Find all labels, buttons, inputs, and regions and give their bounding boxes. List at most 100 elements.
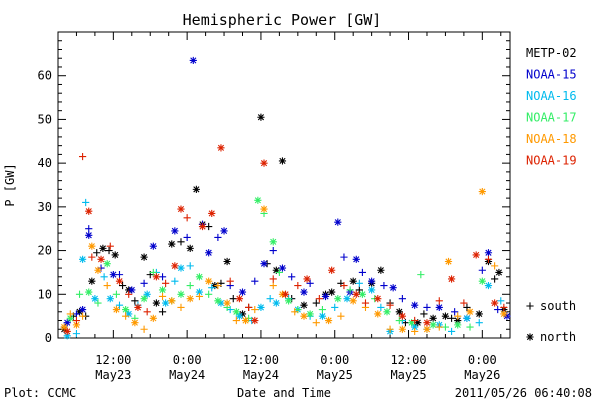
data-point-south: [162, 279, 170, 287]
data-points: [60, 56, 511, 340]
data-point-south: [85, 225, 93, 233]
data-point-north: [99, 244, 107, 252]
data-point-north: [441, 312, 450, 320]
data-point-north: [334, 218, 342, 226]
data-point-south: [149, 268, 157, 277]
y-tick-label: 10: [38, 287, 52, 301]
marker-legend-label: north: [540, 330, 576, 344]
data-point-south: [195, 292, 204, 301]
data-point-north: [321, 292, 330, 301]
legend-entry: NOAA-18: [526, 132, 577, 146]
data-point-north: [109, 271, 117, 279]
data-point-south: [72, 330, 81, 338]
legend: METP-02 NOAA-15 NOAA-16 NOAA-17 NOAA-18 NOAA-…: [526, 46, 577, 168]
data-point-south: [186, 281, 194, 290]
data-point-south: [466, 323, 474, 331]
data-point-south: [386, 325, 394, 333]
data-point-south: [245, 303, 253, 311]
x-tick-label-time: 12:00: [95, 353, 131, 367]
data-point-south: [186, 262, 194, 270]
data-point-north: [223, 299, 231, 307]
y-tick-label: 50: [38, 112, 52, 126]
data-point-south: [115, 301, 124, 309]
data-point-north: [63, 332, 71, 340]
data-point-north: [168, 240, 176, 248]
data-point-north: [152, 299, 160, 307]
legend-entry: NOAA-16: [526, 89, 577, 103]
data-point-south: [340, 253, 348, 261]
data-point-north: [251, 316, 259, 325]
data-point-south: [463, 303, 471, 311]
data-point-south: [380, 281, 388, 290]
data-point-south: [177, 303, 185, 311]
data-point-north: [272, 266, 280, 274]
x-tick-label-date: May25: [317, 368, 353, 382]
data-point-south: [454, 312, 462, 320]
data-point-north: [143, 290, 151, 298]
data-point-north: [281, 290, 290, 298]
data-point-north: [168, 297, 176, 305]
data-point-south: [158, 273, 167, 281]
data-point-north: [88, 242, 96, 250]
data-point-north: [368, 277, 376, 285]
data-point-north: [63, 319, 71, 327]
data-point-north: [134, 303, 142, 311]
data-point-north: [414, 319, 422, 327]
data-point-south: [337, 312, 345, 320]
data-point-north: [328, 288, 336, 296]
data-point-north: [106, 295, 114, 303]
data-point-north: [195, 273, 204, 281]
data-point-south: [346, 286, 354, 294]
data-point-north: [254, 196, 262, 204]
data-point-north: [352, 290, 360, 298]
data-point-north: [158, 286, 167, 294]
data-point-south: [475, 319, 483, 327]
data-point-south: [386, 301, 394, 309]
data-point-north: [152, 273, 160, 281]
data-point-north: [500, 310, 508, 318]
data-point-south: [269, 246, 277, 255]
data-point-south: [340, 281, 348, 290]
data-point-north: [484, 249, 493, 257]
data-point-south: [88, 253, 96, 261]
data-point-south: [72, 310, 81, 318]
y-axis: 0 10 20 30 40 50 60: [38, 31, 510, 345]
data-point-south: [105, 246, 113, 255]
data-point-north: [122, 305, 130, 314]
data-point-south: [398, 295, 406, 303]
x-tick-label-time: 0:00: [173, 353, 202, 367]
data-point-north: [208, 209, 216, 218]
data-point-north: [423, 319, 431, 327]
data-point-north: [475, 310, 483, 318]
data-point-north: [300, 288, 308, 296]
data-point-north: [177, 264, 185, 272]
data-point-south: [494, 305, 502, 314]
data-point-north: [411, 301, 419, 309]
marker-legend-label: south: [540, 299, 576, 313]
data-point-north: [63, 327, 71, 336]
series-noaa-15: [63, 56, 511, 327]
data-point-north: [140, 253, 148, 261]
data-point-south: [118, 281, 127, 290]
data-point-north: [111, 251, 119, 259]
data-point-south: [226, 277, 234, 285]
data-point-north: [149, 314, 157, 322]
data-point-north: [429, 321, 437, 329]
y-tick-label: 40: [38, 156, 52, 170]
data-point-south: [214, 281, 222, 290]
data-point-south: [93, 249, 101, 257]
data-point-north: [220, 227, 228, 235]
data-point-north: [162, 299, 170, 307]
y-tick-label: 0: [45, 331, 52, 345]
data-point-north: [189, 56, 197, 65]
data-point-south: [171, 277, 179, 285]
data-point-north: [85, 207, 93, 215]
data-point-south: [183, 233, 191, 242]
x-tick-label-time: 0:00: [320, 353, 349, 367]
data-point-north: [435, 303, 443, 311]
data-point-south: [103, 281, 111, 290]
data-point-north: [171, 227, 179, 235]
data-point-north: [260, 159, 268, 167]
data-point-south: [208, 284, 216, 292]
data-point-north: [195, 288, 204, 296]
